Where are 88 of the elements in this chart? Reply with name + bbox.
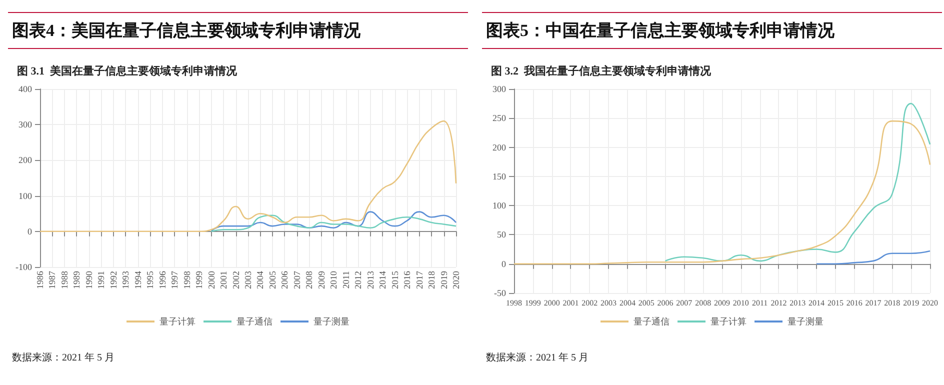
legend-label: 量子测量 [788, 316, 824, 326]
x-tick-label: 2007 [292, 270, 302, 289]
x-tick-label: 2000 [206, 270, 216, 289]
line-series [664, 102, 931, 262]
line-series [210, 211, 457, 232]
x-tick-label: 2011 [752, 298, 768, 308]
x-tick-label: 2019 [903, 298, 920, 308]
x-tick-label: 2014 [808, 298, 825, 308]
x-tick-label: 2001 [562, 298, 579, 308]
x-tick-label: 2017 [865, 298, 882, 308]
x-tick-label: 1995 [145, 270, 156, 289]
line-series [816, 250, 931, 265]
x-tick-label: 2002 [230, 271, 241, 289]
legend-label: 量子计算 [710, 316, 746, 326]
x-tick-label: 1994 [132, 270, 143, 289]
x-tick-label: 2013 [790, 298, 806, 308]
x-tick-label: 2011 [340, 271, 351, 289]
x-tick-label: 1993 [120, 270, 131, 289]
x-tick-label: 2015 [390, 270, 400, 289]
x-tick-label: 2009 [316, 270, 326, 289]
y-tick-label: 0 [502, 258, 506, 269]
y-tick-label: 200 [18, 155, 32, 166]
y-tick-label: 0 [28, 226, 32, 236]
x-tick-label: 2006 [657, 298, 674, 308]
x-tick-label: 2013 [365, 270, 376, 289]
y-tick-label: 200 [492, 142, 506, 152]
x-tick-label: 1989 [72, 270, 82, 289]
y-tick-label: 300 [18, 120, 32, 130]
legend-label: 量子通信 [236, 316, 272, 326]
x-tick-label: 2009 [714, 298, 730, 308]
x-tick-label: 2003 [243, 270, 253, 289]
x-tick-label: 2002 [582, 298, 598, 308]
x-tick-label: 2006 [280, 270, 290, 289]
x-tick-label: 2004 [255, 270, 266, 289]
x-tick-label: 2015 [827, 298, 844, 308]
x-tick-label: 2008 [695, 298, 712, 308]
y-tick-label: 50 [497, 230, 506, 240]
y-tick-label: -50 [494, 288, 506, 298]
x-tick-label: 2005 [267, 270, 278, 289]
chart-subtitle: 图 3.2 我国在量子信息主要领域专利申请情况 [491, 64, 712, 78]
x-tick-label: 1990 [84, 270, 94, 289]
x-tick-label: 1999 [524, 298, 541, 308]
y-tick-label: 250 [492, 113, 506, 124]
x-tick-label: 2014 [378, 270, 388, 289]
line-series [210, 214, 457, 232]
y-tick-label: 150 [492, 171, 506, 182]
x-tick-label: 2019 [438, 270, 449, 289]
x-tick-label: 1991 [96, 271, 106, 289]
x-tick-label: 2012 [353, 271, 364, 289]
x-tick-label: 1987 [47, 270, 58, 289]
x-tick-label: 2016 [402, 270, 412, 289]
x-tick-label: 2017 [414, 270, 424, 289]
x-tick-label: 1986 [35, 270, 45, 289]
legend-label: 量子计算 [160, 316, 196, 326]
x-tick-label: 2020 [922, 298, 938, 308]
x-tick-label: 2018 [884, 298, 900, 308]
x-tick-label: 2012 [770, 298, 787, 308]
x-tick-label: 2001 [218, 271, 229, 289]
x-tick-label: 2010 [732, 298, 749, 308]
x-tick-label: 1996 [157, 270, 168, 289]
x-tick-label: 1997 [170, 270, 180, 289]
x-tick-label: 2020 [451, 270, 461, 289]
y-tick-label: 400 [18, 84, 32, 94]
chart-title: 图表4：美国在量子信息主要领域专利申请情况 [8, 12, 468, 49]
x-tick-label: 1998 [506, 298, 522, 308]
x-tick-label: 2008 [304, 270, 314, 289]
x-tick-label: 2003 [600, 298, 617, 308]
y-tick-label: 100 [18, 190, 32, 201]
x-tick-label: 2010 [328, 270, 339, 289]
x-tick-label: 2018 [426, 270, 437, 289]
y-tick-label: -100 [16, 262, 32, 272]
legend-label: 量子测量 [314, 316, 350, 326]
x-tick-label: 1988 [59, 270, 70, 289]
x-tick-label: 2005 [638, 298, 654, 308]
x-tick-label: 2016 [846, 298, 862, 308]
source-note: 数据来源：2021 年 5 月 [12, 352, 114, 364]
chart-title: 图表5：中国在量子信息主要领域专利申请情况 [482, 12, 942, 49]
legend-label: 量子通信 [634, 316, 670, 326]
x-tick-label: 1992 [108, 271, 118, 289]
x-tick-label: 2007 [676, 298, 692, 308]
x-tick-label: 1998 [182, 270, 192, 289]
chart-subtitle: 图 3.1 美国在量子信息主要领域专利申请情况 [17, 64, 238, 78]
y-tick-label: 300 [492, 84, 506, 94]
x-tick-label: 1999 [194, 270, 204, 289]
source-note: 数据来源：2021 年 5 月 [486, 352, 588, 364]
x-tick-label: 2004 [619, 298, 636, 308]
x-tick-label: 2000 [544, 298, 560, 308]
y-tick-label: 100 [492, 200, 506, 211]
